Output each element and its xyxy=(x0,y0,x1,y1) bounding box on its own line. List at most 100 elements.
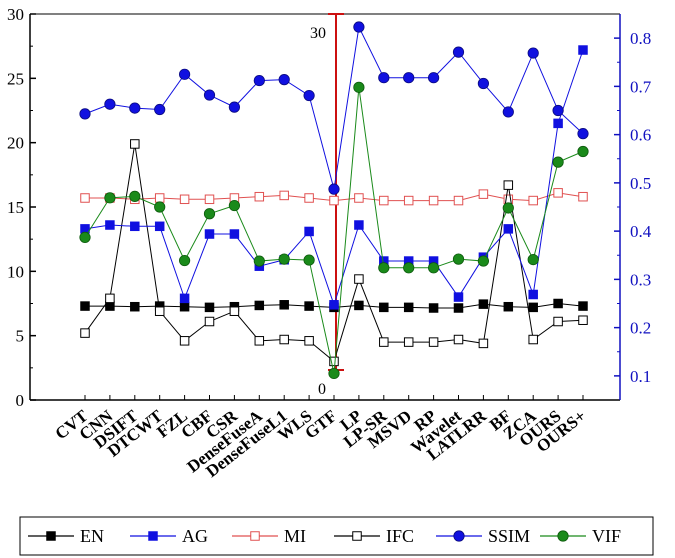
data-point-mi xyxy=(354,193,364,203)
data-point-mi xyxy=(80,193,90,203)
data-point-mi xyxy=(578,191,588,202)
data-point-ssim xyxy=(378,72,390,84)
data-point-ssim xyxy=(452,46,465,58)
data-point-en xyxy=(453,303,464,313)
data-point-ifc xyxy=(553,316,563,327)
data-point-mi xyxy=(329,195,339,206)
data-point-vif xyxy=(228,199,240,212)
data-point-ifc xyxy=(428,337,439,347)
legend-marker-ag xyxy=(148,531,158,541)
data-point-ag xyxy=(578,45,588,55)
data-point-mi xyxy=(304,193,314,203)
data-point-ag xyxy=(453,292,464,302)
left-tick-label: 30 xyxy=(7,5,24,24)
data-point-vif xyxy=(403,262,415,274)
data-point-ssim xyxy=(154,103,166,116)
data-point-mi xyxy=(379,195,389,206)
legend-label-ifc: IFC xyxy=(386,526,414,546)
right-tick-label: 0.7 xyxy=(630,77,652,96)
data-point-ag xyxy=(304,226,314,237)
data-point-mi xyxy=(279,190,289,201)
data-point-ifc xyxy=(503,180,514,190)
data-point-en xyxy=(428,303,439,313)
data-point-vif xyxy=(502,202,514,214)
data-point-vif xyxy=(154,201,166,213)
data-point-ifc xyxy=(403,337,414,347)
data-point-mi xyxy=(403,195,414,206)
data-point-en xyxy=(179,301,190,312)
data-point-vif xyxy=(577,145,589,158)
data-point-ifc xyxy=(80,328,90,338)
data-point-en xyxy=(204,302,215,313)
data-point-en xyxy=(578,301,588,311)
data-point-ssim xyxy=(353,21,365,33)
data-point-ag xyxy=(154,221,165,232)
data-point-mi xyxy=(254,191,265,202)
data-point-en xyxy=(254,300,265,311)
data-point-mi xyxy=(453,195,464,206)
data-point-ifc xyxy=(528,334,538,345)
legend-marker-vif xyxy=(557,530,569,542)
data-point-mi xyxy=(179,194,190,205)
middle-axis-tick-label: 0 xyxy=(318,381,326,398)
data-point-ifc xyxy=(204,316,215,327)
data-point-vif xyxy=(477,255,489,267)
data-point-ssim xyxy=(253,74,265,87)
data-point-en xyxy=(478,299,489,309)
legend-label-vif: VIF xyxy=(592,526,621,546)
data-point-ssim xyxy=(577,128,589,140)
data-point-ssim xyxy=(502,106,514,118)
data-point-vif xyxy=(253,255,265,267)
data-point-ifc xyxy=(179,336,190,346)
data-point-ag xyxy=(553,118,563,129)
right-tick-label: 0.6 xyxy=(630,126,651,145)
data-point-mi xyxy=(553,188,563,198)
data-point-ag xyxy=(329,300,339,310)
data-point-ssim xyxy=(527,47,539,59)
middle-axis-tick-label: 30 xyxy=(310,25,326,42)
series-vif xyxy=(79,81,589,380)
data-point-vif xyxy=(179,254,191,267)
data-point-vif xyxy=(129,190,141,202)
left-tick-label: 25 xyxy=(7,69,24,88)
data-point-ssim xyxy=(79,108,91,120)
data-point-ifc xyxy=(478,338,489,349)
data-point-en xyxy=(503,301,514,312)
data-point-vif xyxy=(328,367,340,380)
legend-marker-ifc xyxy=(352,531,362,541)
legend-label-ag: AG xyxy=(182,526,208,546)
data-point-en xyxy=(80,301,90,311)
data-point-mi xyxy=(478,189,489,199)
data-point-ssim xyxy=(328,183,340,195)
data-point-vif xyxy=(104,192,116,204)
data-point-en xyxy=(553,298,563,309)
left-tick-label: 10 xyxy=(7,262,24,281)
data-point-ag xyxy=(229,229,240,239)
right-tick-label: 0.4 xyxy=(630,222,652,241)
data-point-vif xyxy=(427,262,440,274)
right-tick-label: 0.3 xyxy=(630,270,651,289)
data-point-mi xyxy=(204,194,215,205)
data-point-ifc xyxy=(105,293,115,304)
data-point-vif xyxy=(452,253,465,265)
data-point-ifc xyxy=(354,274,364,284)
data-point-ssim xyxy=(104,98,116,110)
data-point-vif xyxy=(203,208,216,220)
data-point-ssim xyxy=(278,74,290,86)
left-tick-label: 0 xyxy=(16,391,25,410)
right-tick-label: 0.8 xyxy=(630,29,651,48)
data-point-ag xyxy=(528,289,538,300)
data-point-vif xyxy=(303,254,315,266)
series-ifc xyxy=(80,139,588,367)
data-point-en xyxy=(279,300,289,310)
legend-marker-mi xyxy=(250,531,260,541)
data-point-ifc xyxy=(379,337,389,347)
data-point-ssim xyxy=(203,89,216,101)
left-tick-label: 15 xyxy=(7,198,24,217)
data-point-ag xyxy=(105,220,115,230)
legend: EN AG MI IFC SSIM VIF xyxy=(19,516,654,556)
data-point-ag xyxy=(503,224,514,234)
data-point-en xyxy=(379,302,389,313)
data-point-ssim xyxy=(228,101,240,113)
